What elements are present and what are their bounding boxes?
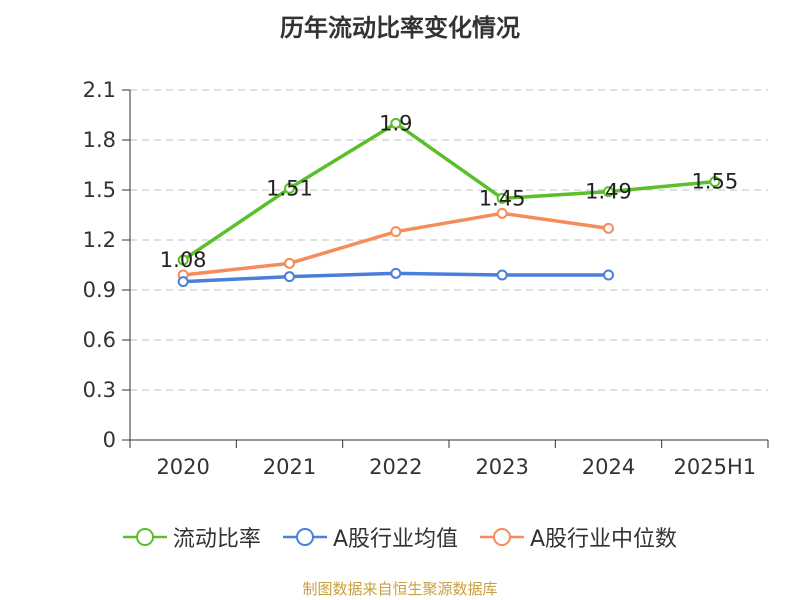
x-tick-label: 2021	[263, 455, 316, 479]
y-tick-label: 1.8	[83, 128, 116, 152]
gridlines	[130, 89, 768, 391]
y-tick-label: 0	[103, 428, 116, 452]
x-tick-label: 2020	[156, 455, 209, 479]
data-label: 1.51	[266, 176, 313, 200]
legend-line-marker-icon	[122, 528, 167, 546]
y-tick-label: 2.1	[83, 78, 116, 102]
legend-line-marker-icon	[282, 528, 327, 546]
legend-item-industry-median[interactable]: A股行业中位数	[480, 521, 677, 553]
legend: 流动比率 A股行业均值 A股行业中位数	[0, 520, 800, 554]
series-lines	[182, 121, 715, 284]
data-label: 1.55	[691, 170, 738, 194]
axes: 0 0.3 0.6 0.9 1.2 1.5 1.8 2.1 2020 2021 2022 2023 20…	[83, 78, 769, 479]
data-point	[603, 186, 614, 198]
x-tick-label: 2022	[369, 455, 422, 479]
data-point	[284, 182, 295, 194]
data-point	[496, 192, 508, 204]
data-label: 1.49	[585, 180, 632, 204]
y-tick-label: 1.5	[83, 178, 116, 202]
data-point	[390, 117, 402, 129]
data-label: 1.9	[379, 111, 412, 135]
x-tick-label: 2024	[582, 455, 635, 479]
data-point	[603, 269, 614, 281]
legend-label: A股行业均值	[332, 527, 458, 552]
y-tick-label: 0.9	[83, 278, 116, 302]
y-tick-label: 0.3	[83, 378, 116, 402]
line-chart: 0 0.3 0.6 0.9 1.2 1.5 1.8 2.1 2020 2021 2022 2023 20…	[83, 78, 769, 479]
y-tick-label: 0.6	[83, 328, 116, 352]
data-point	[390, 267, 402, 279]
series-line-2	[182, 211, 609, 277]
data-point	[709, 176, 721, 188]
legend-item-current-ratio[interactable]: 流动比率	[122, 521, 261, 553]
data-point	[390, 226, 402, 238]
source-footnote: 制图数据来自恒生聚源数据库	[302, 580, 498, 598]
x-tick-label: 2025H1	[674, 455, 757, 479]
y-tick-label: 1.2	[83, 228, 116, 252]
data-point	[177, 254, 189, 266]
legend-line-marker-icon	[480, 528, 524, 546]
x-tick-label: 2023	[475, 455, 528, 479]
data-labels: 1.08 1.51 1.9 1.45 1.49 1.55	[160, 111, 738, 272]
chart-title: 历年流动比率变化情况	[280, 14, 520, 42]
legend-item-industry-mean[interactable]: A股行业均值	[282, 521, 458, 553]
data-point	[284, 271, 295, 283]
data-point	[177, 276, 189, 288]
data-label: 1.45	[479, 186, 526, 210]
data-point	[496, 269, 508, 281]
series-line-0	[182, 121, 715, 262]
data-label: 1.08	[160, 248, 207, 272]
data-point	[496, 207, 508, 219]
data-point	[603, 222, 614, 234]
legend-label: A股行业中位数	[530, 527, 678, 552]
data-point	[284, 257, 295, 269]
series-points	[177, 117, 721, 288]
legend-label: 流动比率	[172, 527, 261, 552]
